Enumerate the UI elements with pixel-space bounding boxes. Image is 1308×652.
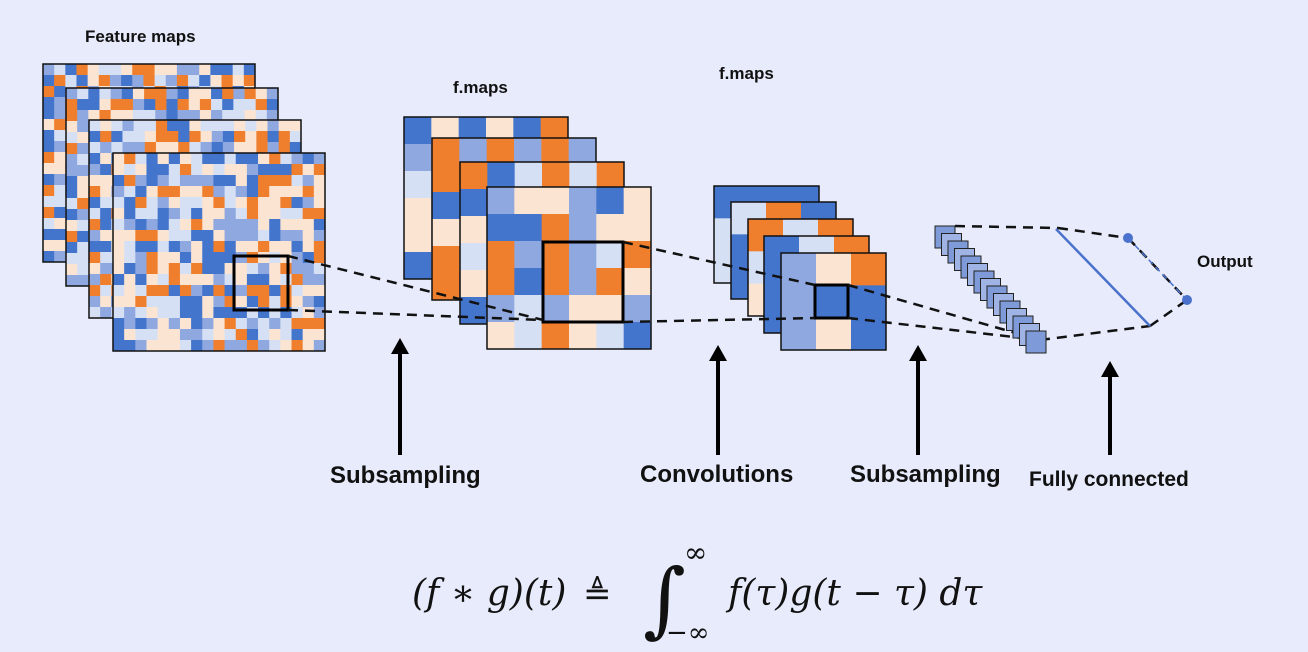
connector-7	[954, 224, 1059, 230]
label-fully-connected: Fully connected	[1029, 468, 1189, 491]
formula-integral: ∫	[643, 552, 686, 647]
label-convolutions: Convolutions	[640, 461, 793, 488]
label-fmaps-2: f.maps	[719, 64, 774, 83]
output-node-2	[1182, 295, 1192, 305]
label-fmaps-1: f.maps	[453, 78, 508, 97]
connector-1	[287, 254, 544, 322]
output-link	[1127, 237, 1188, 301]
fully-connected-stack	[934, 225, 1047, 354]
connector-4	[622, 316, 816, 324]
connector-8	[1057, 226, 1129, 240]
fmap-b-5	[780, 252, 887, 351]
up-arrow-1	[391, 338, 409, 455]
arrows	[391, 338, 1119, 455]
connector-6	[847, 316, 1041, 342]
up-arrow-2	[709, 345, 727, 455]
label-output: Output	[1197, 252, 1253, 271]
feature-map-4	[112, 152, 326, 352]
connector-10	[1039, 324, 1151, 342]
fmap-b-5-receptive-field	[813, 283, 850, 320]
up-arrow-3	[909, 345, 927, 455]
formula-lower-limit: −∞	[666, 618, 709, 648]
convolution-formula: (f ∗ g)(t) ≜ ∫ ∞ −∞ f(τ)g(t − τ) dτ	[412, 536, 983, 648]
feature-map-stacks	[42, 63, 887, 352]
formula-upper-limit: ∞	[684, 536, 707, 569]
fc-unit-15	[1025, 330, 1047, 354]
connector-2	[287, 308, 544, 322]
formula-lhs: (f ∗ g)(t)	[412, 573, 566, 614]
label-subsampling-2: Subsampling	[850, 461, 1001, 488]
up-arrow-4	[1101, 361, 1119, 455]
formula-rhs: f(τ)g(t − τ) dτ	[725, 573, 983, 614]
fc-solid-line	[1055, 228, 1151, 327]
connector-11	[1149, 298, 1188, 328]
connector-lines	[287, 224, 1192, 342]
label-feature-maps: Feature maps	[85, 27, 196, 46]
label-subsampling-1: Subsampling	[330, 462, 481, 489]
fmap-a-4-receptive-field	[541, 240, 625, 324]
output-node-1	[1123, 233, 1133, 243]
fmap-a-4	[486, 186, 652, 350]
feature-map-4-receptive-field	[232, 254, 290, 312]
formula-defeq: ≜	[583, 574, 612, 614]
